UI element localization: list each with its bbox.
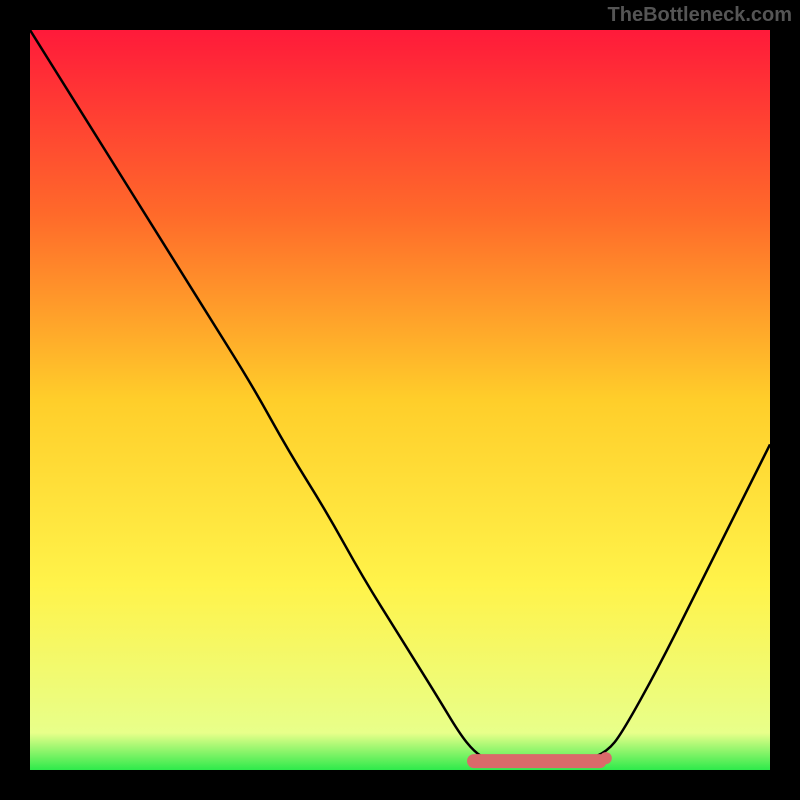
chart-plot-area <box>30 30 770 770</box>
bottleneck-curve <box>30 30 770 763</box>
watermark-text: TheBottleneck.com <box>608 4 792 27</box>
bottleneck-curve-chart <box>30 30 770 770</box>
optimal-end-dot <box>600 752 612 764</box>
